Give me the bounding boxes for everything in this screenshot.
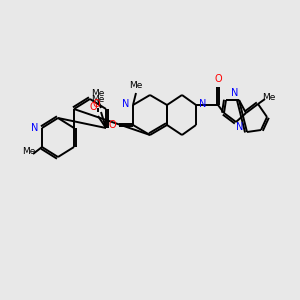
Text: O: O [214,74,222,84]
Text: N: N [199,99,207,109]
Text: N: N [31,123,39,133]
Text: Me: Me [129,82,143,91]
Text: O: O [92,99,100,109]
Text: Me: Me [91,88,105,98]
Text: N: N [236,122,244,132]
Text: O: O [89,102,97,112]
Text: O: O [108,120,116,130]
Text: Me: Me [262,92,276,101]
Text: N: N [231,88,239,98]
Text: Me: Me [91,94,105,103]
Text: Me: Me [22,146,36,155]
Text: N: N [122,99,130,109]
